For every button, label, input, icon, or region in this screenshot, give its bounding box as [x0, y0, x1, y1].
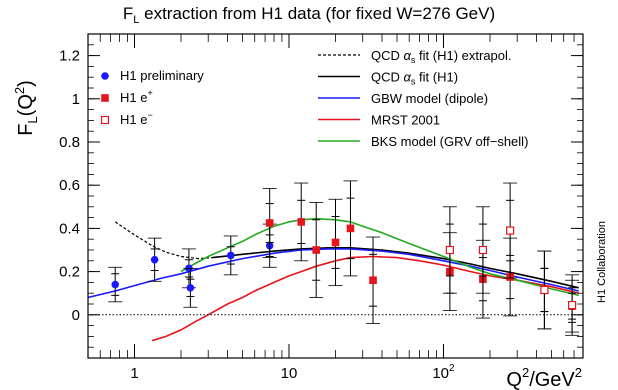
- data-point-1-1: [294, 182, 309, 262]
- data-point-0-0: [108, 266, 123, 303]
- legend-label-sup: −: [147, 110, 152, 120]
- marker-circle: [186, 284, 195, 292]
- data-point-2-4: [565, 274, 580, 336]
- marker-open-square: [540, 285, 549, 295]
- legend-marker-circle: [101, 72, 109, 80]
- data-point-1-2: [309, 202, 324, 298]
- marker-square: [346, 224, 355, 233]
- curve-1: [212, 247, 579, 289]
- marker-circle: [150, 255, 159, 264]
- x-tick-label: 1: [130, 365, 138, 382]
- legend-label-left: H1 e−: [120, 110, 153, 127]
- curve-2: [88, 248, 579, 299]
- y-tick-label: 1: [72, 91, 80, 108]
- y-tick-label: 0.2: [59, 264, 80, 281]
- y-axis-label-sup: 2: [12, 87, 27, 94]
- marker-square: [312, 246, 320, 254]
- y-axis-label-paren: (Q: [15, 94, 37, 116]
- y-tick-label: 0.4: [59, 220, 80, 237]
- legend-label-greek: α: [404, 70, 412, 85]
- data-point-1-5: [366, 236, 381, 324]
- legend-label-text: H1 e: [120, 112, 147, 127]
- legend-label-right: GBW model (dipole): [371, 91, 488, 106]
- legend-label-pre: BKS model (GRV off−shell): [371, 134, 528, 149]
- legend-label-right: QCD αs fit (H1): [371, 70, 458, 87]
- data-point-1-3: [328, 198, 343, 287]
- x-tick-label: 102: [432, 363, 455, 382]
- legend-label-sup: +: [147, 88, 152, 98]
- legend-marker-open-square: [100, 115, 110, 125]
- y-axis-label: FL(Q2): [12, 80, 40, 136]
- legend-label-text: H1 e: [120, 90, 147, 105]
- marker-open-square: [478, 245, 488, 255]
- data-point-2-0: [442, 206, 457, 294]
- legend-label-pre: GBW model (dipole): [371, 91, 488, 106]
- y-tick-label: 0.6: [59, 177, 80, 194]
- marker-square: [265, 219, 274, 227]
- legend-label-right: MRST 2001: [371, 113, 440, 128]
- chart-title-subscript: L: [133, 14, 139, 26]
- chart-title-layer: FL extraction from H1 data (for fixed W=…: [123, 4, 495, 26]
- y-tick-label: 1.2: [59, 48, 80, 65]
- x-tick-label-base: 10: [432, 365, 449, 382]
- y-axis-label-base: F: [15, 124, 37, 136]
- legend-label-pre: QCD: [371, 70, 404, 85]
- x-tick-label-exponent: 2: [449, 363, 455, 374]
- y-axis-label-close: ): [15, 80, 37, 87]
- legend-label-left: H1 preliminary: [120, 68, 204, 83]
- curve-3: [151, 255, 579, 342]
- marker-square: [297, 218, 306, 226]
- point-layer: [108, 180, 580, 336]
- data-point-2-3: [537, 250, 552, 330]
- legend-label-sub: s: [411, 55, 416, 65]
- chart-title-main: F: [123, 4, 133, 23]
- marker-open-square: [445, 245, 454, 255]
- legend-label-sub: s: [411, 77, 416, 87]
- data-point-2-2: [503, 182, 518, 279]
- x-axis-label-sup1: 2: [522, 365, 529, 380]
- x-axis-label-sup2: 2: [575, 365, 582, 380]
- x-tick-label: 10: [281, 365, 298, 382]
- data-point-1-4: [343, 180, 358, 277]
- chart-title-rest: extraction from H1 data (for fixed W=276…: [139, 4, 495, 23]
- marker-square: [369, 276, 377, 285]
- marker-circle: [111, 280, 120, 289]
- legend-label-post: fit (H1) extrapol.: [415, 48, 511, 63]
- data-point-0-3: [183, 267, 198, 308]
- chart-title: FL extraction from H1 data (for fixed W=…: [123, 4, 495, 26]
- marker-circle: [226, 251, 235, 260]
- y-axis-label-sub: L: [25, 116, 40, 123]
- legend-label-pre: QCD: [371, 48, 404, 63]
- legend-label-text: H1 preliminary: [120, 68, 204, 83]
- x-axis-label: Q2/GeV2: [506, 365, 582, 390]
- y-tick-label: 0.8: [59, 134, 80, 151]
- frame-layer: 00.20.40.60.811.21 10 102: [59, 33, 584, 382]
- marker-open-square: [567, 300, 577, 310]
- marker-square: [331, 238, 340, 247]
- x-axis-label-q: Q: [506, 369, 522, 390]
- curve-0: [114, 221, 213, 260]
- x-tick-label-base: 1: [130, 365, 138, 382]
- data-point-1-0: [262, 188, 277, 258]
- side-label-collaboration: H1 Collaboration: [596, 221, 608, 303]
- legend-label-post: fit (H1): [415, 70, 458, 85]
- data-point-2-1: [475, 206, 490, 294]
- y-tick-label: 0: [72, 307, 80, 324]
- legend-label-right: QCD αs fit (H1) extrapol.: [371, 48, 512, 65]
- x-axis-label-mid: /GeV: [529, 369, 575, 390]
- data-point-0-1: [147, 237, 162, 282]
- marker-open-square: [506, 226, 515, 235]
- legend-label-right: BKS model (GRV off−shell): [371, 134, 528, 149]
- legend-label-greek: α: [404, 48, 412, 63]
- legend-label-left: H1 e+: [120, 88, 153, 105]
- data-point-0-4: [223, 235, 238, 276]
- legend-marker-square: [101, 94, 109, 102]
- x-tick-label-base: 10: [281, 365, 298, 382]
- legend-label-pre: MRST 2001: [371, 113, 440, 128]
